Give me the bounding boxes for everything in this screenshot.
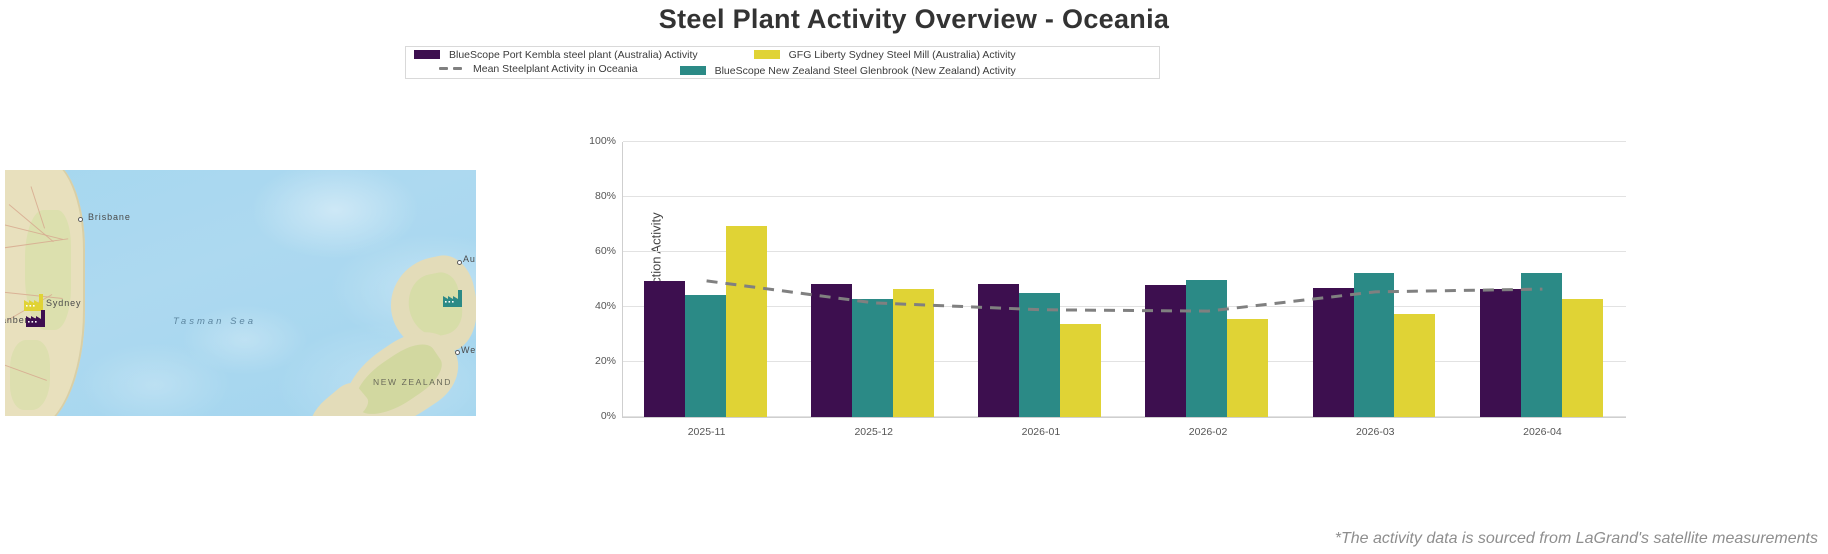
bar[interactable]: [1394, 313, 1436, 417]
bar[interactable]: [811, 283, 852, 417]
gridline: 0%: [601, 410, 1626, 422]
map-label-canberra: anberra: [5, 315, 37, 325]
mean-activity-line: [706, 279, 1543, 313]
x-axis-tick-label: 2026-03: [1355, 426, 1395, 438]
factory-icon: [24, 294, 43, 311]
bar-group: 2026-01: [957, 142, 1124, 438]
dashed-line-icon: [438, 64, 464, 73]
x-axis-tick-label: 2026-01: [1021, 426, 1061, 438]
bar-group: 2026-04: [1459, 142, 1626, 438]
legend-swatch-icon: [414, 50, 440, 59]
map-label-sydney: Sydney: [46, 298, 82, 308]
bar[interactable]: [1561, 298, 1603, 417]
bar[interactable]: [892, 289, 934, 417]
map-marker-bluescope-port-kembla-steel-plant[interactable]: [25, 308, 47, 328]
bar-group: 2026-03: [1292, 142, 1459, 438]
legend-item-label: BlueScope Port Kembla steel plant (Austr…: [449, 48, 698, 61]
bar[interactable]: [1186, 279, 1228, 417]
bar[interactable]: [725, 225, 767, 417]
legend-item-mean-activity[interactable]: Mean Steelplant Activity in Oceania: [438, 62, 638, 76]
bar[interactable]: [1520, 272, 1562, 417]
x-axis-tick-label: 2026-02: [1188, 426, 1228, 438]
legend-item-glenbrook[interactable]: BlueScope New Zealand Steel Glenbrook (N…: [679, 64, 1016, 78]
legend-item-gfg-liberty[interactable]: GFG Liberty Sydney Steel Mill (Australia…: [753, 48, 1016, 62]
y-axis-tick-label: 20%: [594, 355, 616, 367]
x-axis-tick-label: 2026-04: [1523, 426, 1562, 438]
chart-legend: BlueScope Port Kembla steel plant (Austr…: [405, 46, 1160, 79]
bar[interactable]: [1479, 289, 1521, 417]
map-label-tasman-sea: Tasman Sea: [173, 316, 256, 327]
page-title: Steel Plant Activity Overview - Oceania: [658, 4, 1170, 34]
legend-swatch-icon: [679, 66, 706, 75]
bar[interactable]: [684, 294, 726, 417]
factory-icon: [443, 290, 462, 307]
gridline: 100%: [589, 135, 1626, 147]
bar[interactable]: [1353, 272, 1395, 417]
bar[interactable]: [1060, 323, 1102, 417]
bar-group: 2026-02: [1125, 142, 1292, 438]
legend-swatch-icon: [753, 50, 780, 59]
bar[interactable]: [1019, 293, 1061, 417]
gridline: 60%: [595, 245, 1626, 257]
map-label-wellington: Welli: [461, 345, 476, 355]
bar[interactable]: [978, 283, 1020, 417]
bar-group: 2025-12: [790, 142, 957, 438]
gridline: 40%: [595, 300, 1626, 312]
legend-item-port-kembla[interactable]: BlueScope Port Kembla steel plant (Austr…: [414, 48, 698, 62]
y-axis-tick-label: 0%: [600, 410, 616, 422]
gridline: 80%: [595, 190, 1626, 202]
bar-group: 2025-11: [623, 142, 790, 438]
city-dot-wellington: [455, 350, 460, 355]
x-axis-tick-label: 2025-12: [854, 426, 894, 438]
bar[interactable]: [1145, 285, 1187, 417]
map-label-auckland: Auckl: [463, 254, 476, 264]
gridline: 20%: [595, 355, 1626, 367]
y-axis-tick-label: 100%: [589, 135, 616, 147]
legend-item-label: GFG Liberty Sydney Steel Mill (Australia…: [788, 48, 1016, 61]
map-marker-bluescope-new-zealand-steel-glenbrook[interactable]: [442, 288, 464, 308]
footnote: *The activity data is sourced from LaGra…: [1334, 530, 1818, 547]
chart-panel: Production Activity 0% 20% 40% 60% 80% 100% 20…: [560, 130, 1828, 460]
map-label-brisbane: Brisbane: [88, 212, 131, 222]
bar[interactable]: [1227, 319, 1269, 417]
plot-area: 0% 20% 40% 60% 80% 100% 2025-11 2025-12 2026-01 2…: [589, 135, 1626, 438]
legend-item-label: BlueScope New Zealand Steel Glenbrook (N…: [714, 64, 1016, 77]
y-axis-tick-label: 80%: [594, 190, 616, 202]
city-dot-auckland: [457, 260, 462, 265]
y-axis-tick-label: 60%: [594, 245, 616, 257]
map-marker-gfg-liberty-sydney-steel-mill[interactable]: [23, 292, 45, 312]
city-dot-brisbane: [78, 217, 83, 222]
bar[interactable]: [1312, 287, 1354, 417]
bar[interactable]: [852, 298, 893, 417]
mean-activity-polyline: [706, 279, 1543, 313]
y-axis-tick-label: 40%: [594, 300, 616, 312]
map-label-new-zealand: NEW ZEALAND: [373, 377, 452, 387]
map-panel[interactable]: Brisbane Sydney anberra Auckl Welli Tasm…: [5, 170, 476, 416]
legend-item-label: Mean Steelplant Activity in Oceania: [473, 62, 638, 75]
factory-icon: [26, 310, 45, 327]
x-axis-tick-label: 2025-11: [687, 426, 726, 438]
bar[interactable]: [643, 280, 685, 417]
